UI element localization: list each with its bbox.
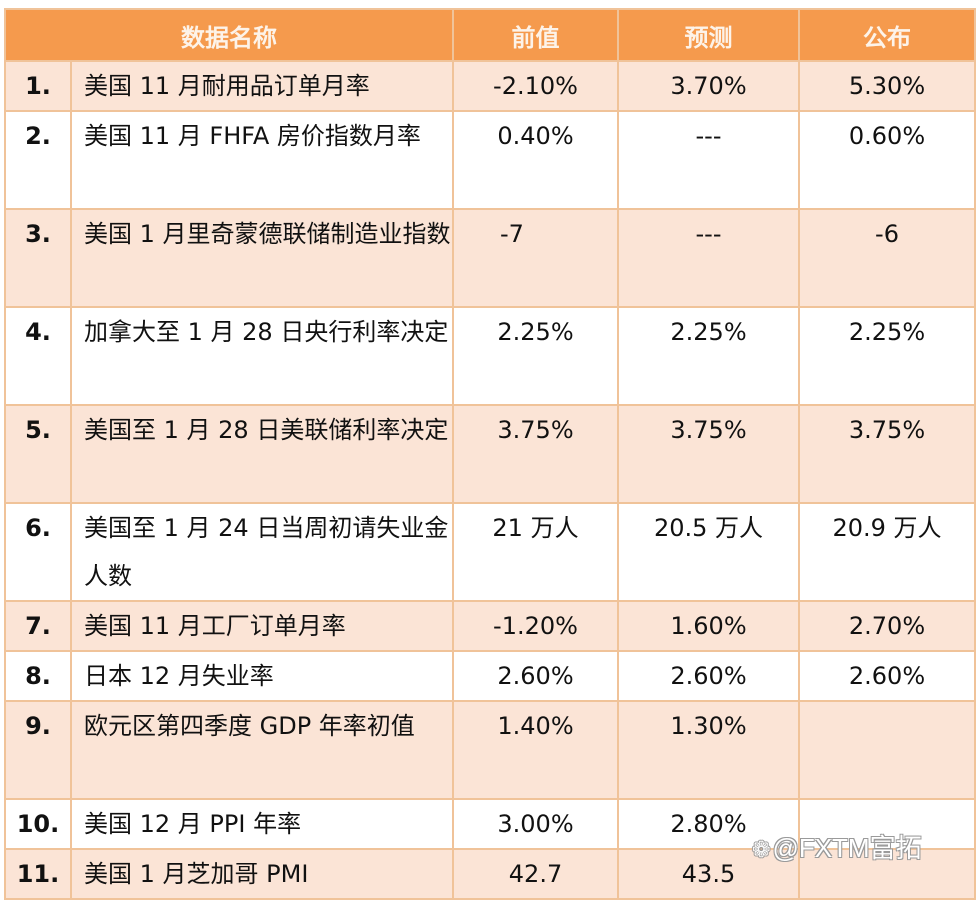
row-previous: -7 bbox=[452, 208, 619, 308]
table-row: 3. 美国 1 月里奇蒙德联储制造业指数 -7 --- -6 bbox=[4, 208, 976, 308]
row-previous: 1.40% bbox=[452, 700, 619, 800]
row-forecast: 1.30% bbox=[617, 700, 800, 800]
table-header-row: 数据名称 前值 预测 公布 bbox=[4, 8, 976, 62]
row-forecast: 2.25% bbox=[617, 306, 800, 406]
row-previous: 3.75% bbox=[452, 404, 619, 504]
row-forecast: 3.75% bbox=[617, 404, 800, 504]
row-actual bbox=[798, 798, 976, 850]
row-actual: 3.75% bbox=[798, 404, 976, 504]
row-forecast: --- bbox=[617, 208, 800, 308]
watermark: ❁@FXTM富拓 bbox=[752, 828, 922, 865]
row-forecast: 20.5 万人 bbox=[617, 502, 800, 602]
row-previous: 0.40% bbox=[452, 110, 619, 210]
row-forecast: 2.60% bbox=[617, 650, 800, 702]
table-row: 11. 美国 1 月芝加哥 PMI 42.7 43.5 bbox=[4, 848, 976, 900]
row-actual: 2.25% bbox=[798, 306, 976, 406]
row-number: 5. bbox=[4, 404, 72, 504]
header-data-name: 数据名称 bbox=[4, 8, 454, 62]
header-actual: 公布 bbox=[798, 8, 976, 62]
row-number: 10. bbox=[4, 798, 72, 850]
row-previous: 2.25% bbox=[452, 306, 619, 406]
row-number: 2. bbox=[4, 110, 72, 210]
table-row: 6. 美国至 1 月 24 日当周初请失业金人数 21 万人 20.5 万人 2… bbox=[4, 502, 976, 602]
row-number: 8. bbox=[4, 650, 72, 702]
row-actual: 2.70% bbox=[798, 600, 976, 652]
row-name: 加拿大至 1 月 28 日央行利率决定 bbox=[70, 306, 454, 406]
header-forecast: 预测 bbox=[617, 8, 800, 62]
row-forecast: 1.60% bbox=[617, 600, 800, 652]
row-actual bbox=[798, 848, 976, 900]
row-number: 1. bbox=[4, 60, 72, 112]
row-actual: 20.9 万人 bbox=[798, 502, 976, 602]
row-name: 美国 12 月 PPI 年率 bbox=[70, 798, 454, 850]
watermark-text: @FXTM富拓 bbox=[772, 833, 922, 863]
table-row: 10. 美国 12 月 PPI 年率 3.00% 2.80% bbox=[4, 798, 976, 850]
row-actual: 5.30% bbox=[798, 60, 976, 112]
row-name: 美国 11 月 FHFA 房价指数月率 bbox=[70, 110, 454, 210]
row-actual bbox=[798, 700, 976, 800]
row-number: 3. bbox=[4, 208, 72, 308]
table-row: 4. 加拿大至 1 月 28 日央行利率决定 2.25% 2.25% 2.25% bbox=[4, 306, 976, 406]
row-name: 美国 11 月工厂订单月率 bbox=[70, 600, 454, 652]
row-name: 美国 1 月芝加哥 PMI bbox=[70, 848, 454, 900]
row-number: 9. bbox=[4, 700, 72, 800]
row-name: 美国 11 月耐用品订单月率 bbox=[70, 60, 454, 112]
row-name: 日本 12 月失业率 bbox=[70, 650, 454, 702]
table-row: 8. 日本 12 月失业率 2.60% 2.60% 2.60% bbox=[4, 650, 976, 702]
header-previous: 前值 bbox=[452, 8, 619, 62]
row-previous: 2.60% bbox=[452, 650, 619, 702]
row-name: 欧元区第四季度 GDP 年率初值 bbox=[70, 700, 454, 800]
economic-data-table: 数据名称 前值 预测 公布 1. 美国 11 月耐用品订单月率 -2.10% 3… bbox=[4, 8, 976, 900]
row-actual: 2.60% bbox=[798, 650, 976, 702]
row-name: 美国 1 月里奇蒙德联储制造业指数 bbox=[70, 208, 454, 308]
row-number: 4. bbox=[4, 306, 72, 406]
table-row: 1. 美国 11 月耐用品订单月率 -2.10% 3.70% 5.30% bbox=[4, 60, 976, 112]
row-number: 6. bbox=[4, 502, 72, 602]
row-number: 7. bbox=[4, 600, 72, 652]
table-row: 9. 欧元区第四季度 GDP 年率初值 1.40% 1.30% bbox=[4, 700, 976, 800]
row-actual: 0.60% bbox=[798, 110, 976, 210]
table-row: 7. 美国 11 月工厂订单月率 -1.20% 1.60% 2.70% bbox=[4, 600, 976, 652]
row-forecast: 2.80% bbox=[617, 798, 800, 850]
row-actual: -6 bbox=[798, 208, 976, 308]
table-row: 5. 美国至 1 月 28 日美联储利率决定 3.75% 3.75% 3.75% bbox=[4, 404, 976, 504]
row-previous: 3.00% bbox=[452, 798, 619, 850]
row-name: 美国至 1 月 24 日当周初请失业金人数 bbox=[70, 502, 454, 602]
row-number: 11. bbox=[4, 848, 72, 900]
row-forecast: --- bbox=[617, 110, 800, 210]
row-previous: 21 万人 bbox=[452, 502, 619, 602]
row-name: 美国至 1 月 28 日美联储利率决定 bbox=[70, 404, 454, 504]
row-previous: -1.20% bbox=[452, 600, 619, 652]
row-forecast: 43.5 bbox=[617, 848, 800, 900]
weibo-icon: ❁ bbox=[752, 837, 771, 862]
row-previous: 42.7 bbox=[452, 848, 619, 900]
row-previous: -2.10% bbox=[452, 60, 619, 112]
row-forecast: 3.70% bbox=[617, 60, 800, 112]
table-row: 2. 美国 11 月 FHFA 房价指数月率 0.40% --- 0.60% bbox=[4, 110, 976, 210]
